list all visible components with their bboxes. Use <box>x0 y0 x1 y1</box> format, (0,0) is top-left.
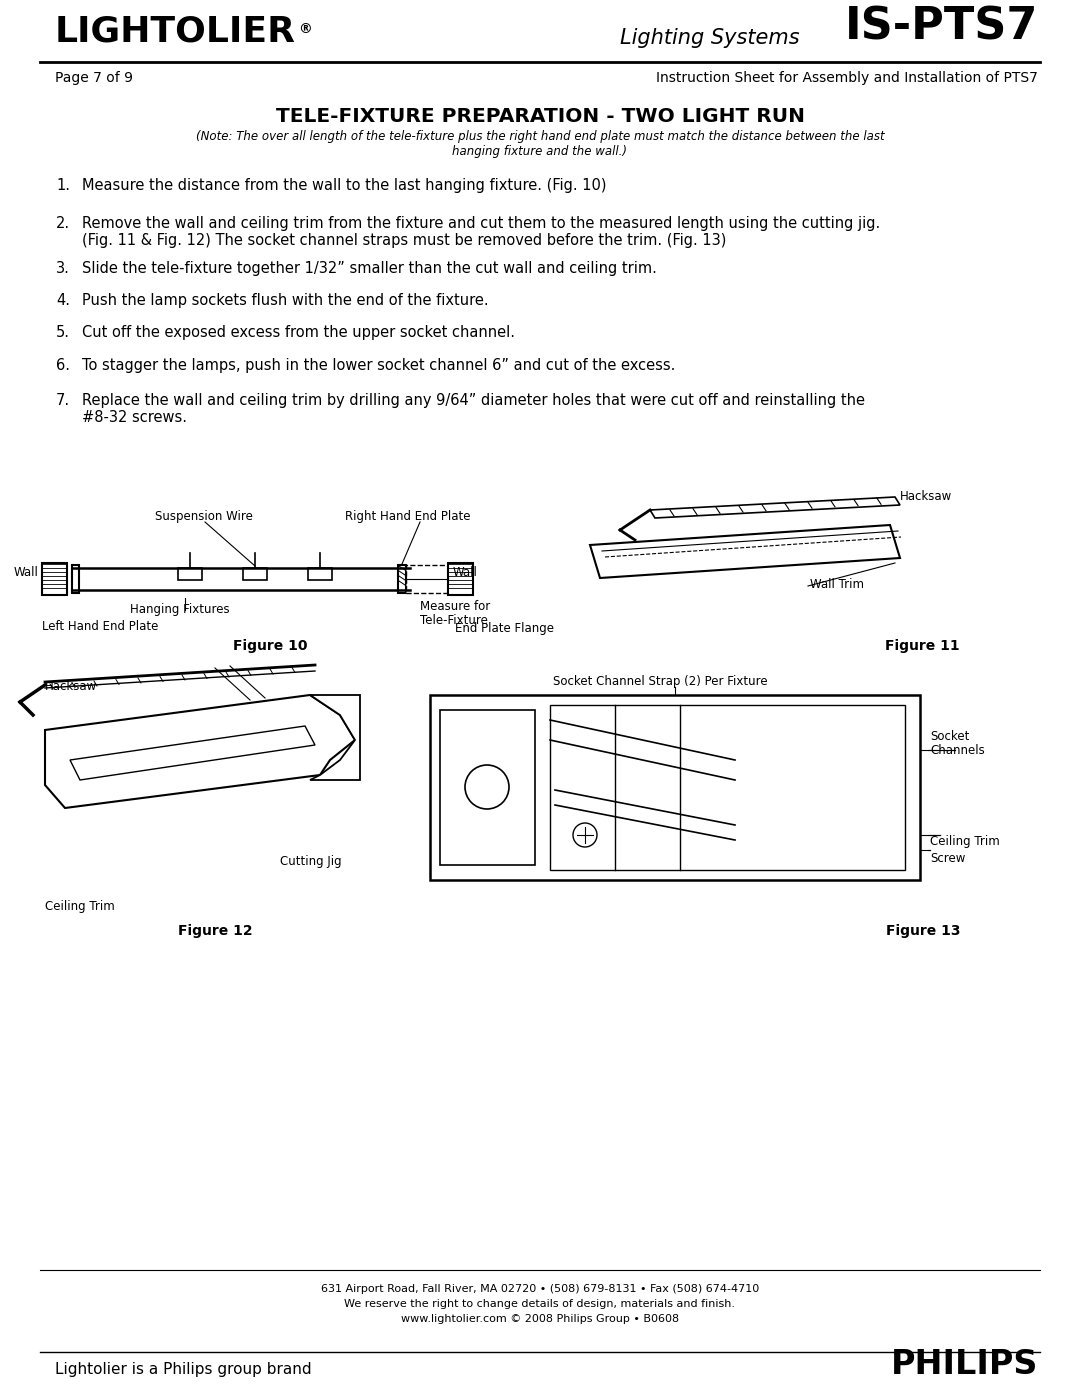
Text: Wall Trim: Wall Trim <box>810 578 864 591</box>
Text: Socket Channel Strap (2) Per Fixture: Socket Channel Strap (2) Per Fixture <box>553 675 767 687</box>
Text: Figure 12: Figure 12 <box>178 923 253 937</box>
Text: 631 Airport Road, Fall River, MA 02720 • (508) 679-8131 • Fax (508) 674-4710: 631 Airport Road, Fall River, MA 02720 •… <box>321 1284 759 1294</box>
Text: Figure 11: Figure 11 <box>886 638 960 652</box>
Polygon shape <box>45 694 355 807</box>
Bar <box>430 694 920 880</box>
Text: Ceiling Trim: Ceiling Trim <box>930 835 1000 848</box>
Text: Hacksaw: Hacksaw <box>900 490 953 503</box>
Text: TELE-FIXTURE PREPARATION - TWO LIGHT RUN: TELE-FIXTURE PREPARATION - TWO LIGHT RUN <box>275 108 805 126</box>
Text: hanging fixture and the wall.): hanging fixture and the wall.) <box>453 145 627 158</box>
Text: To stagger the lamps, push in the lower socket channel 6” and cut of the excess.: To stagger the lamps, push in the lower … <box>82 358 675 373</box>
Text: 5.: 5. <box>56 326 70 339</box>
Text: PHILIPS: PHILIPS <box>891 1348 1038 1382</box>
Text: Remove the wall and ceiling trim from the fixture and cut them to the measured l: Remove the wall and ceiling trim from th… <box>82 217 880 231</box>
Bar <box>308 569 332 580</box>
Text: Hanging Fixtures: Hanging Fixtures <box>130 604 230 616</box>
Text: Cutting Jig: Cutting Jig <box>280 855 341 868</box>
Text: Measure the distance from the wall to the last hanging fixture. (Fig. 10): Measure the distance from the wall to th… <box>82 177 607 193</box>
Bar <box>72 564 79 592</box>
Text: Instruction Sheet for Assembly and Installation of PTS7: Instruction Sheet for Assembly and Insta… <box>657 71 1038 85</box>
Text: ®: ® <box>298 22 312 36</box>
Text: IS-PTS7: IS-PTS7 <box>845 6 1038 47</box>
Text: Channels: Channels <box>930 745 985 757</box>
Text: End Plate Flange: End Plate Flange <box>455 622 554 636</box>
Text: Socket: Socket <box>930 731 970 743</box>
Text: 1.: 1. <box>56 177 70 193</box>
Bar <box>178 569 202 580</box>
Bar <box>243 569 267 580</box>
Text: Wall: Wall <box>13 566 38 578</box>
Text: (Note: The over all length of the tele-fixture plus the right hand end plate mus: (Note: The over all length of the tele-f… <box>195 130 885 142</box>
Text: Push the lamp sockets flush with the end of the fixture.: Push the lamp sockets flush with the end… <box>82 293 488 307</box>
Text: www.lightolier.com © 2008 Philips Group • B0608: www.lightolier.com © 2008 Philips Group … <box>401 1315 679 1324</box>
Polygon shape <box>310 694 360 780</box>
Text: Suspension Wire: Suspension Wire <box>156 510 253 522</box>
Polygon shape <box>650 497 900 518</box>
Text: 7.: 7. <box>56 393 70 408</box>
Text: Measure for: Measure for <box>420 599 490 613</box>
Text: LIGHTOLIER: LIGHTOLIER <box>55 14 296 47</box>
Text: Lightolier is a Philips group brand: Lightolier is a Philips group brand <box>55 1362 312 1377</box>
Text: Wall: Wall <box>453 566 477 578</box>
Text: 6.: 6. <box>56 358 70 373</box>
Text: Figure 13: Figure 13 <box>886 923 960 937</box>
Text: 3.: 3. <box>56 261 70 277</box>
Bar <box>440 710 535 865</box>
Text: Tele-Fixture: Tele-Fixture <box>420 615 488 627</box>
Text: Left Hand End Plate: Left Hand End Plate <box>42 620 159 633</box>
Polygon shape <box>70 726 315 780</box>
Text: 2.: 2. <box>56 217 70 231</box>
Bar <box>448 563 473 595</box>
Bar <box>406 564 448 592</box>
Text: 4.: 4. <box>56 293 70 307</box>
Text: Lighting Systems: Lighting Systems <box>620 28 799 47</box>
Text: Slide the tele-fixture together 1/32” smaller than the cut wall and ceiling trim: Slide the tele-fixture together 1/32” sm… <box>82 261 657 277</box>
Text: #8-32 screws.: #8-32 screws. <box>82 409 187 425</box>
Bar <box>399 564 406 592</box>
Text: Hacksaw: Hacksaw <box>45 680 97 693</box>
Text: (Fig. 11 & Fig. 12) The socket channel straps must be removed before the trim. (: (Fig. 11 & Fig. 12) The socket channel s… <box>82 233 727 249</box>
Text: Replace the wall and ceiling trim by drilling any 9/64” diameter holes that were: Replace the wall and ceiling trim by dri… <box>82 393 865 408</box>
Text: Screw: Screw <box>930 852 966 865</box>
Text: Page 7 of 9: Page 7 of 9 <box>55 71 133 85</box>
Text: We reserve the right to change details of design, materials and finish.: We reserve the right to change details o… <box>345 1299 735 1309</box>
Text: Ceiling Trim: Ceiling Trim <box>45 900 114 914</box>
Text: Cut off the exposed excess from the upper socket channel.: Cut off the exposed excess from the uppe… <box>82 326 515 339</box>
Text: Right Hand End Plate: Right Hand End Plate <box>345 510 471 522</box>
Bar <box>42 563 67 595</box>
Polygon shape <box>590 525 900 578</box>
Text: Figure 10: Figure 10 <box>233 638 307 652</box>
Bar <box>550 705 905 870</box>
